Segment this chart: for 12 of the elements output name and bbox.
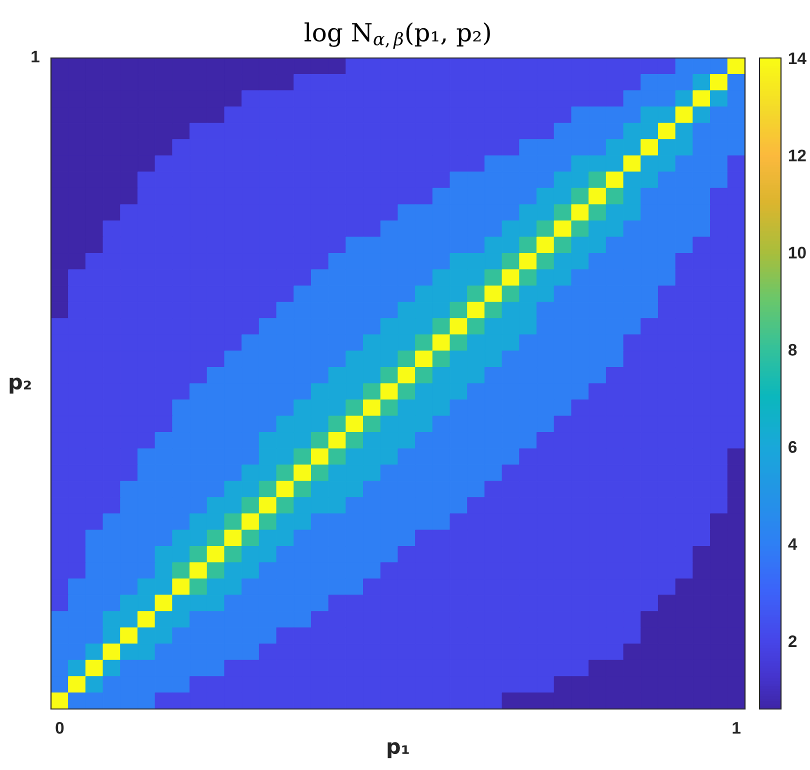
- color-bar-label: 10: [788, 246, 806, 259]
- color-bar-label: 2: [788, 635, 797, 648]
- x-tick-label: 0: [56, 722, 64, 734]
- color-bar-label: 12: [788, 150, 806, 162]
- color-bar-label: 8: [788, 344, 797, 356]
- chart-title: log N$_{α,β}$(p₁, p₂): [304, 22, 490, 49]
- text: 1: [32, 50, 40, 62]
- y-axis-title: p₂: [10, 378, 31, 394]
- color-bar-label: 4: [788, 538, 798, 550]
- x-axis-title: p₁: [388, 742, 409, 758]
- color-bar-label: 14: [788, 52, 806, 64]
- color-bar-label: 6: [788, 441, 797, 453]
